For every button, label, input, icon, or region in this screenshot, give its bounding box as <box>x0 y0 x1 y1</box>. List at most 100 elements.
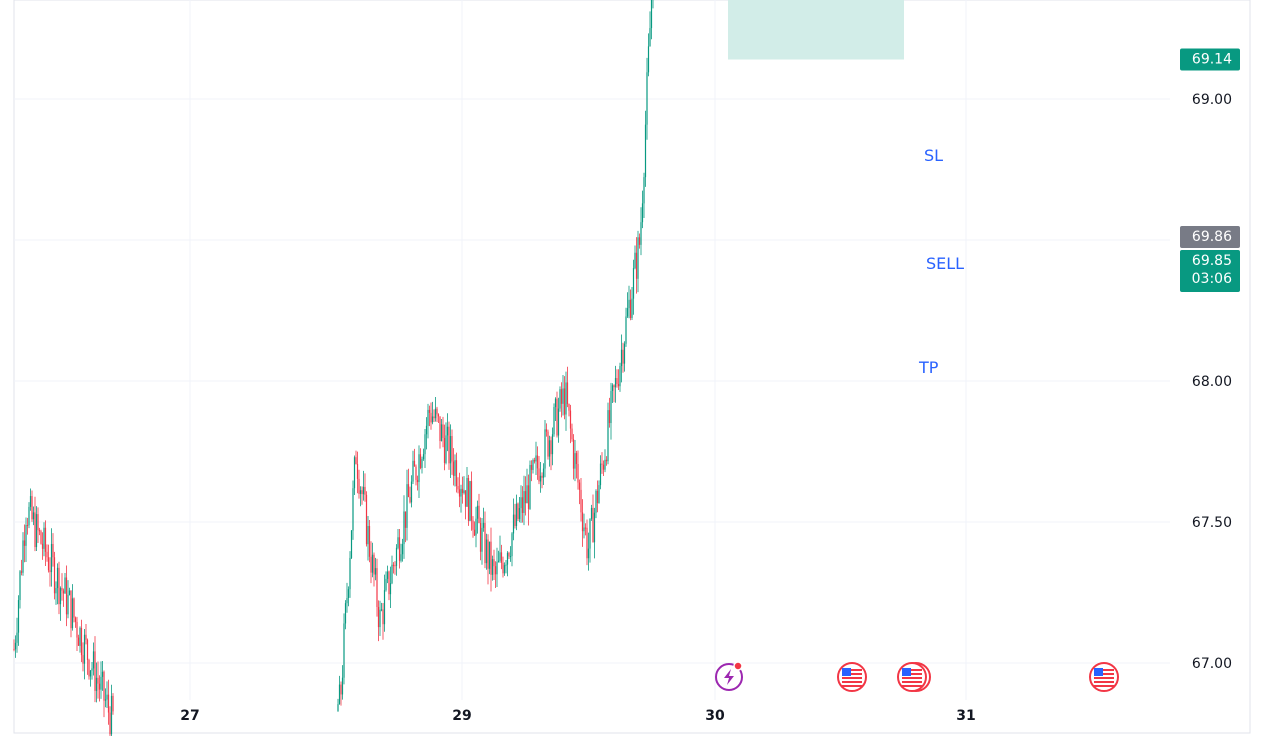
candle-body-down <box>464 490 467 507</box>
candle-body-up <box>593 512 596 543</box>
candle-body-up <box>427 409 429 426</box>
candle-body-down <box>563 388 566 415</box>
candle-body-up <box>631 298 633 318</box>
candle-body-down <box>521 497 524 513</box>
candle-body-down <box>103 671 105 701</box>
candle-body-down <box>70 590 72 629</box>
candle-body-up <box>503 565 506 574</box>
candle-body-up <box>544 429 546 469</box>
candle-body-up <box>28 506 30 526</box>
event-markers[interactable] <box>715 661 1119 692</box>
candle-body-down <box>484 522 486 564</box>
candle-body-up <box>553 407 555 435</box>
us-flag-canton <box>1094 668 1103 676</box>
lightning-icon[interactable] <box>715 661 743 691</box>
candle-body-down <box>617 383 620 387</box>
candle-body-up <box>614 378 617 388</box>
candle-body-down <box>451 436 453 462</box>
candle-body-down <box>568 403 570 411</box>
candle-body-down <box>53 557 56 594</box>
candle-body-up <box>574 453 576 469</box>
candle-body-up <box>359 490 362 494</box>
candle-body-down <box>517 503 519 519</box>
candle-body-up <box>485 539 488 564</box>
candle-body-down <box>41 543 44 549</box>
candle-body-down <box>545 429 548 432</box>
candle-body-down <box>26 525 29 527</box>
us-flag-stripe <box>842 685 862 687</box>
candle-body-up <box>101 671 104 677</box>
candle-body-up <box>466 478 468 507</box>
candle-body-down <box>452 461 455 476</box>
candle-body-up <box>523 491 525 513</box>
candle-body-down <box>376 568 378 607</box>
candle-body-down <box>455 460 458 487</box>
candle-body-down <box>73 598 75 618</box>
candle-body-up <box>338 684 341 705</box>
candle-body-up <box>352 488 354 531</box>
candle-body-up <box>431 416 434 423</box>
candle-body-down <box>538 468 540 482</box>
candle-body-up <box>610 390 612 424</box>
us-flag-icon[interactable] <box>837 662 867 692</box>
candle-body-down <box>365 494 368 545</box>
candles <box>13 0 654 740</box>
us-flag-icon[interactable] <box>897 662 931 692</box>
candle-body-up <box>14 642 17 650</box>
candle-body-down <box>530 464 533 470</box>
candle-body-up <box>623 343 626 364</box>
candle-body-up <box>647 46 650 73</box>
take-profit-badge: 69.14 <box>1180 48 1240 71</box>
candle-body-down <box>601 463 603 465</box>
candle-body-up <box>59 587 62 605</box>
x-tick-label: 31 <box>956 708 975 724</box>
candle-body-up <box>380 609 383 611</box>
candle-body-up <box>386 571 389 579</box>
candle-body-up <box>422 454 425 460</box>
candle-body-down <box>398 537 401 561</box>
candle-body-up <box>71 598 74 629</box>
candle-body-up <box>50 543 53 573</box>
candle-body-up <box>383 590 386 625</box>
candle-body-down <box>467 478 470 521</box>
candle-body-down <box>437 414 440 417</box>
candle-body-up <box>449 436 452 464</box>
candle-body-up <box>55 588 57 594</box>
candle-body-up <box>595 490 597 513</box>
candle-body-down <box>461 488 464 493</box>
candle-body-down <box>407 484 410 497</box>
candle-body-up <box>499 552 501 561</box>
candle-body-down <box>392 564 395 566</box>
candle-body-down <box>608 410 611 424</box>
candle-body-down <box>439 416 441 441</box>
candle-body-up <box>43 527 45 549</box>
candle-body-down <box>487 539 489 569</box>
candle-body-down <box>49 570 51 573</box>
candle-body-down <box>575 453 578 465</box>
candle-body-up <box>476 505 479 519</box>
candle-body-down <box>605 459 608 462</box>
candle-body-up <box>410 481 413 503</box>
candle-body-up <box>25 525 27 546</box>
candle-body-down <box>472 520 474 530</box>
candle-body-down <box>577 464 579 483</box>
us-flag-stripe <box>902 673 922 675</box>
candle-body-up <box>389 583 392 595</box>
candle-body-down <box>428 409 431 413</box>
candle-body-up <box>424 434 426 455</box>
us-flag-icon[interactable] <box>1089 662 1119 692</box>
candle-body-up <box>469 481 471 521</box>
candle-body-down <box>470 481 473 521</box>
candle-body-down <box>581 512 584 532</box>
candle-body-up <box>343 623 345 678</box>
candle-body-up <box>496 561 498 575</box>
previous-close-badge-bg <box>1180 226 1240 248</box>
candle-body-up <box>649 28 651 47</box>
plot-frame <box>13 0 1251 734</box>
candle-body-up <box>598 485 600 504</box>
candle-body-up <box>554 398 557 408</box>
us-flag-canton <box>842 668 851 676</box>
candle-body-down <box>514 514 516 526</box>
candle-body-up <box>497 560 500 562</box>
